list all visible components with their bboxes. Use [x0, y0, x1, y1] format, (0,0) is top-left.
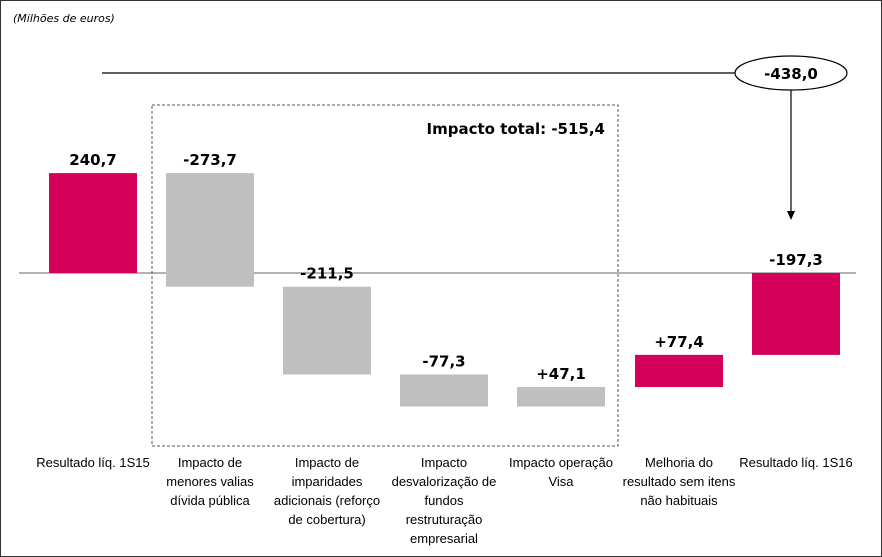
data-label: -273,7 — [183, 151, 237, 169]
data-label: +77,4 — [654, 333, 704, 351]
bar — [635, 354, 723, 388]
category-label: Impacto desvalorização de fundos restrut… — [391, 455, 497, 546]
data-label: -77,3 — [422, 352, 465, 370]
impact-group-box — [151, 104, 619, 447]
bar — [49, 173, 137, 273]
data-label: +47,1 — [536, 365, 586, 383]
category-label: Melhoria do resultado sem itens não habi… — [622, 455, 736, 508]
unit-label: (Milhões de euros) — [13, 12, 115, 25]
category-label: Impacto operação Visa — [508, 455, 614, 489]
data-label: -197,3 — [769, 251, 823, 269]
bar — [283, 286, 371, 375]
bar — [166, 173, 254, 287]
difference-label: -438,0 — [764, 65, 818, 83]
data-label: -211,5 — [300, 265, 354, 283]
category-label: Resultado líq. 1S15 — [36, 455, 150, 470]
impact-total-label: Impacto total: -515,4 — [427, 120, 605, 138]
bar — [752, 273, 840, 355]
data-label: 240,7 — [69, 151, 116, 169]
category-label: Impacto de imparidades adicionais (refor… — [273, 455, 381, 527]
category-label: Impacto de menores valias dívida pública — [166, 455, 254, 508]
category-label: Resultado líq. 1S16 — [739, 455, 853, 470]
bar — [400, 374, 488, 407]
bar — [517, 387, 605, 407]
arrow-head-icon — [787, 211, 795, 220]
